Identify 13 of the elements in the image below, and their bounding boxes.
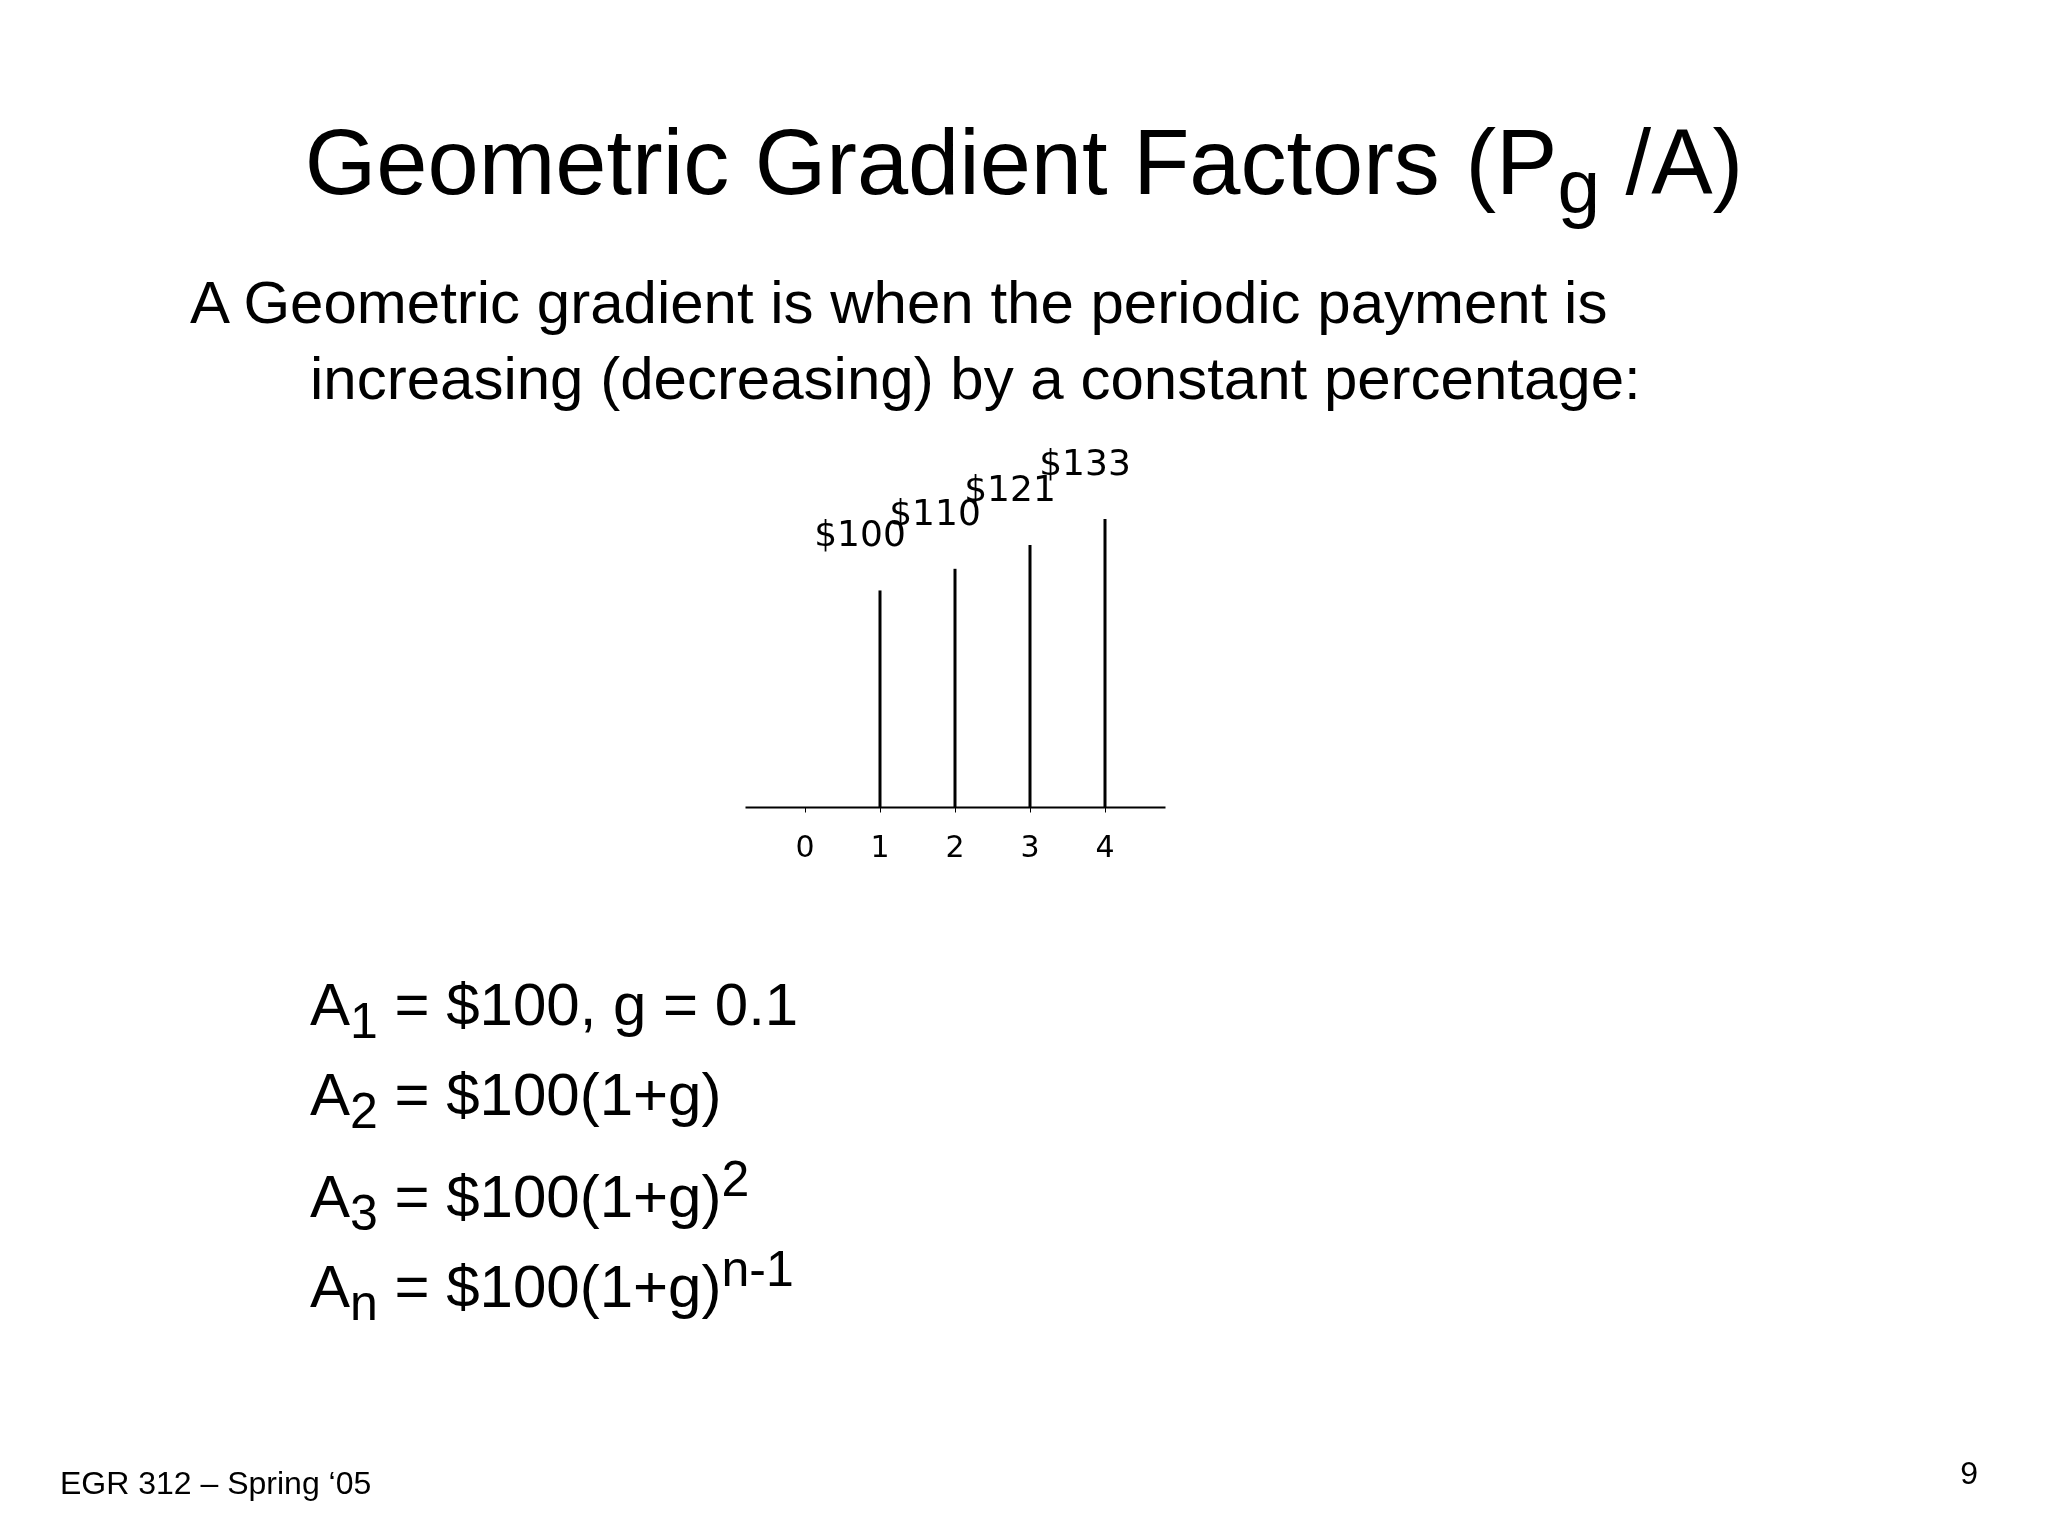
- chart-subtitle: A Geometric gradient is when the periodic payment is increasing (decreasing) by a constant percentage:: [190, 268, 1642, 414]
- text: A$_{n}$ = $100(1+g)$^{n-1}$: [310, 1240, 794, 1332]
- x-tick-label: 2: [945, 828, 965, 864]
- text: EGR 312 – Spring ‘05: [60, 1465, 372, 1502]
- text: A$_{2}$ = $100(1+g): [310, 1060, 722, 1140]
- x-tick-label: 3: [1020, 828, 1040, 864]
- text: 9: [1960, 1455, 1978, 1492]
- text: A$_{3}$ = $100(1+g)$^{2}$: [310, 1150, 750, 1242]
- chart-title: Geometric Gradient Factors (P$_{g}$ /A): [303, 110, 1745, 232]
- x-tick-label: 0: [795, 828, 815, 864]
- text: A$_{1}$ = $100, g = 0.1: [310, 970, 799, 1050]
- x-tick-label: 1: [870, 828, 890, 864]
- x-tick-label: 4: [1095, 828, 1115, 864]
